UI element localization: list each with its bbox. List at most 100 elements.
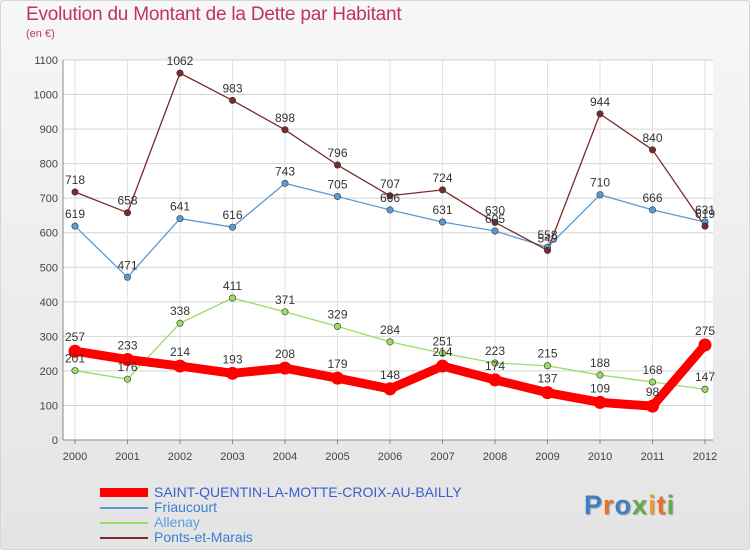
y-tick-label: 500 (40, 262, 58, 274)
data-label: 718 (65, 173, 85, 187)
data-label: 631 (432, 203, 452, 217)
data-label: 619 (695, 207, 715, 221)
data-point (121, 353, 134, 367)
data-label: 179 (327, 357, 347, 371)
data-point (124, 273, 132, 281)
data-point (543, 362, 551, 370)
data-label: 208 (275, 347, 295, 361)
data-point (491, 227, 499, 235)
data-point (596, 110, 604, 118)
data-label: 724 (432, 171, 452, 185)
data-label: 275 (695, 324, 715, 338)
legend-item: Friaucourt (100, 500, 462, 515)
logo-letter: x (632, 490, 649, 520)
x-tick-label: 2005 (325, 451, 349, 463)
data-label: 616 (222, 208, 242, 222)
data-point (698, 338, 712, 352)
data-label: 338 (170, 304, 190, 318)
data-point (71, 367, 79, 375)
legend-label: Allenay (154, 514, 200, 530)
y-tick-label: 600 (40, 228, 58, 240)
data-point (124, 209, 132, 217)
data-label: 215 (537, 347, 557, 361)
data-point (333, 192, 341, 200)
data-label: 223 (485, 344, 505, 358)
data-label: 411 (223, 279, 242, 293)
legend-label: Ponts-et-Marais (154, 529, 253, 545)
data-label: 148 (380, 368, 400, 382)
y-tick-label: 400 (40, 297, 58, 309)
data-point (491, 218, 499, 226)
chart-subtitle: (en €) (26, 28, 55, 40)
data-point (596, 371, 604, 379)
y-tick-label: 300 (40, 331, 58, 343)
data-label: 257 (65, 330, 85, 344)
data-label: 796 (327, 146, 347, 160)
legend: SAINT-QUENTIN-LA-MOTTE-CROIX-AU-BAILLY Fr… (100, 485, 462, 545)
data-point (436, 359, 449, 373)
chart-title: Evolution du Montant de la Dette par Hab… (26, 4, 402, 25)
data-label: 174 (485, 359, 505, 373)
x-tick-label: 2011 (641, 451, 665, 463)
y-tick-label: 800 (40, 159, 58, 171)
proxiti-logo: Proxiti (584, 490, 675, 521)
legend-item: Ponts-et-Marais (100, 530, 462, 545)
data-label: 251 (432, 334, 452, 348)
data-label: 666 (380, 191, 400, 205)
data-point (541, 386, 554, 400)
data-point (229, 294, 237, 302)
data-label: 176 (117, 360, 137, 374)
data-label: 549 (537, 231, 557, 245)
data-point (68, 344, 82, 358)
data-label: 193 (222, 352, 242, 366)
data-label: 137 (537, 372, 557, 386)
data-point (281, 126, 289, 134)
data-label: 710 (590, 176, 610, 190)
data-point (438, 218, 446, 226)
y-tick-label: 900 (40, 124, 58, 136)
data-label: 188 (590, 356, 610, 370)
legend-item: SAINT-QUENTIN-LA-MOTTE-CROIX-AU-BAILLY (100, 485, 462, 500)
y-tick-label: 0 (52, 435, 58, 447)
data-label: 983 (222, 81, 242, 95)
data-point (648, 378, 656, 386)
y-tick-label: 200 (40, 366, 58, 378)
data-point (386, 192, 394, 200)
data-label: 233 (117, 339, 137, 353)
data-point (229, 223, 237, 231)
series-markers (68, 69, 712, 413)
data-point (596, 191, 604, 199)
y-tick-label: 700 (40, 193, 58, 205)
data-point (383, 382, 397, 396)
data-point (281, 308, 289, 316)
data-label: 666 (642, 191, 662, 205)
x-tick-label: 2001 (115, 451, 139, 463)
data-label: 329 (327, 307, 347, 321)
x-tick-label: 2008 (483, 451, 507, 463)
legend-swatch (100, 536, 148, 539)
logo-letter: P (584, 490, 604, 520)
data-label: 471 (117, 258, 137, 272)
data-label: 944 (590, 95, 610, 109)
x-tick-label: 2010 (588, 451, 612, 463)
legend-label: SAINT-QUENTIN-LA-MOTTE-CROIX-AU-BAILLY (154, 484, 462, 500)
data-point (229, 96, 237, 104)
data-point (71, 188, 79, 196)
data-labels: 619 471 641 616 743 705 666 631 605 558 710 666 631 2… (65, 54, 715, 399)
data-point (488, 373, 502, 387)
logo-letter: t (656, 490, 667, 520)
data-label: 619 (65, 207, 85, 221)
data-point (438, 186, 446, 194)
data-point (386, 206, 394, 214)
logo-letter: r (603, 490, 615, 520)
data-label: 707 (380, 177, 400, 191)
data-point (333, 161, 341, 169)
data-point (701, 222, 709, 230)
x-tick-label: 2006 (378, 451, 402, 463)
y-tick-label: 1000 (34, 90, 58, 102)
data-label: 371 (275, 293, 295, 307)
y-tick-label: 1100 (34, 55, 58, 67)
data-label: 631 (695, 203, 715, 217)
data-point (71, 222, 79, 230)
